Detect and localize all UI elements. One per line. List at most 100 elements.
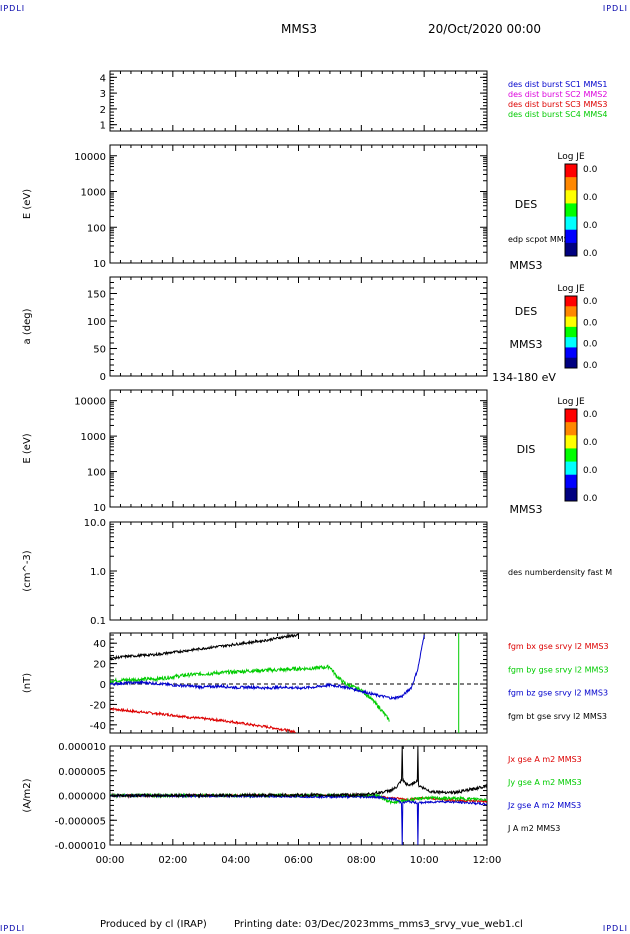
y-tick-label: 1: [100, 121, 106, 132]
y-tick-label: 1.0: [90, 567, 106, 578]
panel-side-label: edp scpot MMS3: [508, 235, 574, 244]
colorbar-segment: [565, 422, 577, 436]
y-tick-label: 0.000005: [58, 767, 106, 778]
panel-frame-des_pitch: [109, 276, 488, 377]
colorbar-segment: [565, 177, 577, 191]
legend-entry: des dist burst SC3 MMS3: [508, 100, 607, 109]
y-tick-label: 1000: [81, 188, 106, 199]
y-tick-label: 10000: [74, 397, 106, 408]
colorbar-segment: [565, 216, 577, 231]
y-tick-label: 100: [87, 317, 106, 328]
y-tick-label: -0.000010: [55, 841, 106, 852]
colorbar-title: Log JE: [557, 152, 585, 162]
colorbar-segment: [565, 164, 577, 178]
legend-entry: des dist burst SC1 MMS1: [508, 80, 607, 89]
time-tick-label: 08:00: [347, 855, 376, 866]
y-tick-label: 10.0: [84, 518, 106, 529]
colorbar-label: 0.0: [583, 438, 598, 448]
y-axis-title: E (eV): [22, 189, 33, 219]
time-tick-label: 06:00: [284, 855, 313, 866]
panel-side-label: MMS3: [510, 503, 543, 516]
y-tick-label: -0.000005: [55, 816, 106, 827]
panel-side-label: DES: [515, 198, 537, 211]
colorbar-title: Log JE: [557, 397, 585, 407]
y-axis-title: E (eV): [22, 433, 33, 463]
colorbar-segment: [565, 487, 577, 502]
series-line: [110, 634, 425, 701]
legend-entry: fgm bz gse srvy l2 MMS3: [508, 689, 608, 698]
y-tick-label: -40: [90, 721, 106, 732]
colorbar-frame: [564, 295, 578, 369]
series-line: [110, 746, 487, 799]
y-tick-label: 100: [87, 223, 106, 234]
time-tick-label: 10:00: [410, 855, 439, 866]
y-tick-label: 20: [93, 660, 106, 671]
y-tick-label: 0: [100, 372, 106, 383]
colorbar-segment: [565, 242, 577, 257]
series-line: [110, 633, 299, 661]
colorbar-label: 0.0: [583, 410, 598, 420]
colorbar-segment: [565, 337, 577, 348]
colorbar-label: 0.0: [583, 297, 598, 307]
panel-frame-burst: [109, 70, 488, 132]
y-axis-title: a (deg): [22, 308, 33, 344]
y-tick-label: -20: [90, 700, 106, 711]
colorbar-segment: [565, 448, 577, 463]
legend-entry: des dist burst SC4 MMS4: [508, 110, 607, 119]
colorbar-label: 0.0: [583, 361, 598, 371]
colorbar-segment: [565, 435, 577, 449]
colorbar-frame: [564, 408, 578, 502]
y-tick-label: 0.000000: [58, 792, 106, 803]
legend-entry: fgm bx gse srvy l2 MMS3: [508, 642, 609, 651]
y-tick-label: 40: [93, 639, 106, 650]
date-title: 20/Oct/2020 00:00: [428, 22, 542, 36]
legend-entry: fgm by gse srvy l2 MMS3: [508, 665, 609, 674]
colorbar-segment: [565, 229, 577, 244]
y-tick-label: 10000: [74, 152, 106, 163]
legend-entry: J A m2 MMS3: [507, 824, 560, 833]
y-axis-title: (A/m2): [22, 778, 33, 812]
y-tick-label: 10: [93, 503, 106, 514]
colorbar-label: 0.0: [583, 221, 598, 231]
y-tick-label: 4: [100, 73, 106, 84]
footer-printing-date: Printing date: 03/Dec/2023: [234, 919, 370, 930]
y-tick-label: 10: [93, 259, 106, 270]
y-tick-label: 0.000010: [58, 742, 106, 753]
corner-label-top-right: IPDLI: [602, 4, 628, 13]
colorbar-segment: [565, 326, 577, 338]
spacecraft-title: MMS3: [281, 22, 317, 36]
colorbar-label: 0.0: [583, 466, 598, 476]
colorbar-segment: [565, 474, 577, 489]
colorbar-label: 0.0: [583, 249, 598, 259]
panel-side-label: 134-180 eV: [492, 371, 556, 384]
y-tick-label: 50: [93, 345, 106, 356]
y-tick-label: 150: [87, 290, 106, 301]
y-axis-title: (nT): [22, 673, 33, 693]
corner-label-bottom-left: IPDLI: [0, 924, 26, 933]
footer-produced-by: Produced by cl (IRAP): [100, 919, 207, 930]
legend-entry: Jz gse A m2 MMS3: [507, 801, 581, 810]
colorbar-frame: [564, 163, 578, 257]
y-tick-label: 0: [100, 680, 106, 691]
colorbar-title: Log JE: [557, 284, 585, 294]
footer-filename: mms_mms3_srvy_vue_web1.cl: [369, 919, 523, 930]
panel-frame-density: [109, 521, 488, 621]
colorbar-label: 0.0: [583, 340, 598, 350]
legend-entry: Jx gse A m2 MMS3: [507, 755, 582, 764]
panel-frame-dis_energy: [109, 389, 488, 508]
legend-entry: des numberdensity fast M: [508, 568, 612, 577]
panel-side-label: MMS3: [510, 259, 543, 272]
colorbar-segment: [565, 347, 577, 359]
colorbar-segment: [565, 306, 577, 318]
y-tick-label: 2: [100, 105, 106, 116]
panel-side-label: DES: [515, 305, 537, 318]
panel-side-label: DIS: [517, 443, 536, 456]
legend-entry: Jy gse A m2 MMS3: [507, 778, 582, 787]
time-tick-label: 00:00: [96, 855, 125, 866]
time-tick-label: 02:00: [158, 855, 187, 866]
panel-frame-fgm: [109, 632, 488, 734]
legend-entry: fgm bt gse srvy l2 MMS3: [508, 712, 607, 721]
series-line: [110, 706, 296, 733]
colorbar-label: 0.0: [583, 193, 598, 203]
series-line: [110, 793, 487, 845]
